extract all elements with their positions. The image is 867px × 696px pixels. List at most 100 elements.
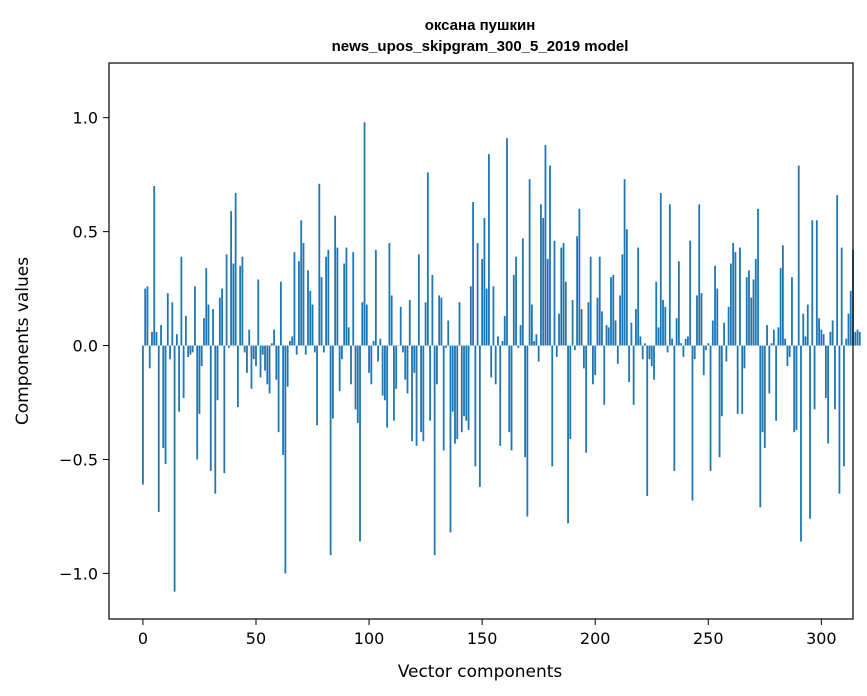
bar-275 <box>763 345 766 449</box>
bar-307 <box>836 195 839 346</box>
bar-14 <box>173 345 176 592</box>
bar-211 <box>619 295 621 346</box>
bar-58 <box>273 329 275 346</box>
x-tick-label: 200 <box>580 629 611 648</box>
bar-149 <box>478 345 481 487</box>
bar-108 <box>386 345 389 428</box>
bar-249 <box>705 345 707 351</box>
bar-287 <box>791 277 793 346</box>
bar-5 <box>153 186 156 346</box>
bar-290 <box>797 165 800 346</box>
bar-87 <box>338 345 341 392</box>
bar-158 <box>499 345 502 446</box>
bar-312 <box>847 313 850 346</box>
bar-265 <box>741 345 744 414</box>
bar-252 <box>711 320 714 346</box>
bar-214 <box>625 229 628 346</box>
bar-285 <box>786 345 789 367</box>
bar-292 <box>802 313 805 346</box>
bar-19 <box>184 315 187 346</box>
bar-66 <box>291 336 294 346</box>
bar-15 <box>175 334 178 346</box>
bar-303 <box>827 345 830 444</box>
bar-75 <box>311 304 314 346</box>
bar-255 <box>718 345 721 458</box>
bar-48 <box>250 345 253 389</box>
bar-126 <box>426 172 429 346</box>
bar-271 <box>754 258 757 346</box>
bar-294 <box>806 304 809 346</box>
bar-81 <box>325 256 327 346</box>
bar-120 <box>413 345 416 373</box>
bar-141 <box>460 345 463 433</box>
bar-233 <box>668 204 671 346</box>
bar-62 <box>282 345 285 455</box>
bar-178 <box>544 145 547 346</box>
bar-17 <box>180 256 183 346</box>
bar-98 <box>363 122 366 346</box>
bar-111 <box>393 345 395 421</box>
bar-258 <box>725 345 728 362</box>
bar-186 <box>562 243 565 346</box>
bar-227 <box>655 281 658 346</box>
bar-289 <box>795 345 798 430</box>
bar-219 <box>637 247 640 346</box>
bar-195 <box>582 345 585 369</box>
bar-119 <box>411 345 413 442</box>
bar-246 <box>698 204 701 346</box>
bar-184 <box>558 313 560 346</box>
bar-162 <box>508 345 511 433</box>
bar-164 <box>512 274 515 346</box>
bar-278 <box>770 343 773 346</box>
bar-155 <box>492 286 495 346</box>
bar-283 <box>781 245 784 346</box>
bar-274 <box>761 345 764 433</box>
bar-235 <box>673 345 676 471</box>
bar-56 <box>268 345 271 394</box>
bar-188 <box>567 345 569 524</box>
bar-282 <box>779 268 782 346</box>
bar-115 <box>402 345 404 353</box>
bar-133 <box>442 345 445 451</box>
bar-207 <box>610 277 612 346</box>
bar-194 <box>580 309 583 346</box>
bar-127 <box>429 345 432 421</box>
bar-224 <box>648 345 651 360</box>
bar-306 <box>834 345 836 410</box>
bar-29 <box>207 304 210 346</box>
y-tick-label: −1.0 <box>59 564 98 583</box>
bar-317 <box>858 331 861 346</box>
bar-215 <box>628 345 631 383</box>
bar-73 <box>307 270 309 346</box>
bar-263 <box>736 345 739 414</box>
bar-63 <box>284 345 287 574</box>
chart-title: оксана пушкин <box>425 17 536 34</box>
bar-266 <box>743 345 746 369</box>
x-tick-label: 150 <box>467 629 498 648</box>
bar-293 <box>804 336 807 346</box>
bar-253 <box>714 265 716 346</box>
bar-43 <box>239 265 242 346</box>
bar-6 <box>155 331 158 346</box>
bar-237 <box>677 261 680 346</box>
bar-185 <box>560 247 563 346</box>
bar-243 <box>691 345 694 501</box>
bar-33 <box>216 345 219 401</box>
bar-116 <box>404 345 407 380</box>
bar-128 <box>431 274 434 346</box>
bar-103 <box>374 249 377 346</box>
bar-279 <box>772 329 775 346</box>
bar-84 <box>331 345 334 419</box>
bar-248 <box>702 345 705 376</box>
x-axis-label: Vector components <box>398 662 563 682</box>
bar-230 <box>662 299 664 346</box>
bar-95 <box>356 345 359 424</box>
bar-182 <box>553 240 556 346</box>
bar-256 <box>720 345 723 417</box>
bar-179 <box>546 258 549 346</box>
bar-8 <box>160 325 162 346</box>
x-axis-ticks: 0 50 100 150 200 250 300 <box>138 619 837 648</box>
y-axis-ticks: 1.0 0.5 0.0 −0.5 −1.0 <box>59 109 109 583</box>
bar-42 <box>237 345 239 408</box>
